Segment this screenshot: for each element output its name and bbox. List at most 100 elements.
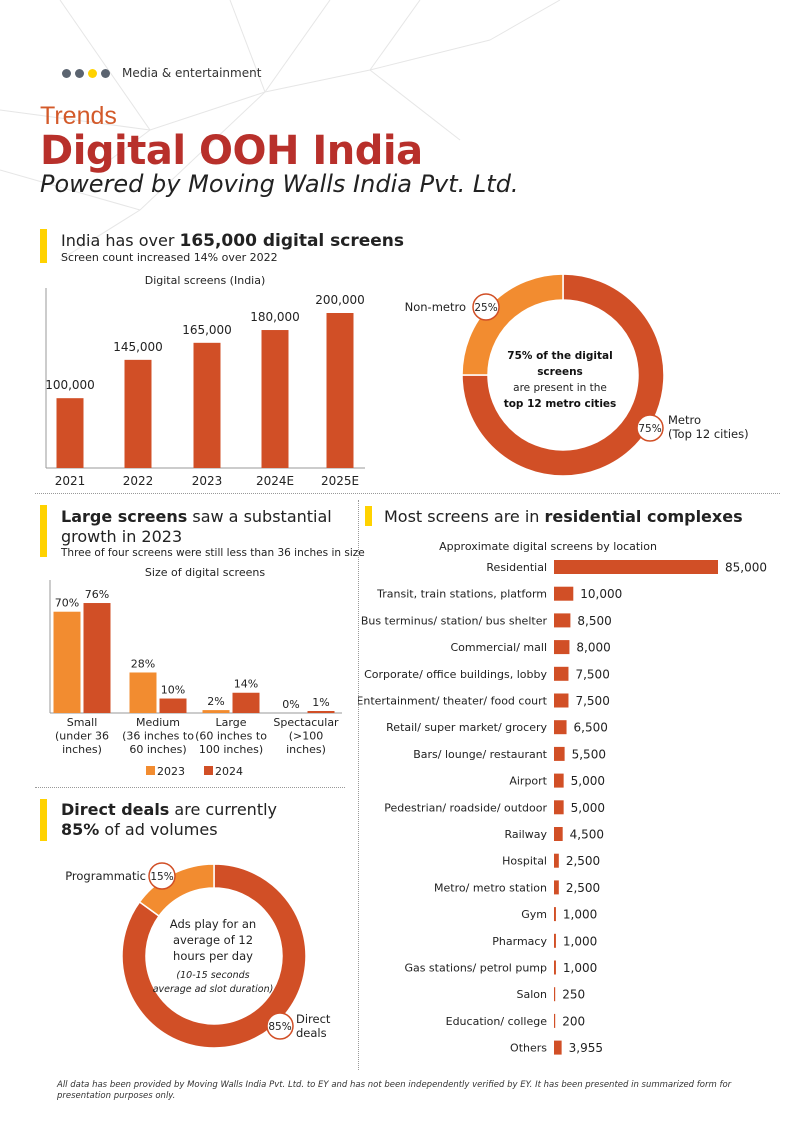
- center-text: top 12 metro cities: [504, 398, 617, 410]
- data-label: 1,000: [563, 961, 597, 975]
- screen-size-bar-chart: Size of digital screens 70% 28% 2% 0% 76% 10% 1…: [49, 566, 342, 778]
- heading-bold: Direct deals: [61, 800, 170, 819]
- center-text: screens: [537, 366, 583, 378]
- heading-bold: Large screens: [61, 507, 188, 526]
- category-label: Bus terminus/ station/ bus shelter: [361, 614, 548, 627]
- category-label: Others: [510, 1042, 547, 1055]
- data-label: 0%: [282, 698, 299, 711]
- digital-screens-bar-chart: Digital screens (India) 100,000 2021 145,00…: [45, 274, 365, 488]
- x-tick-label: Spectacular: [273, 716, 339, 729]
- accent-bar: [40, 229, 47, 263]
- data-label: 250: [562, 988, 585, 1002]
- x-tick-label: 60 inches): [129, 743, 186, 756]
- legend-label: 2024: [215, 765, 243, 778]
- bar: [554, 1013, 556, 1028]
- percent-label: 75%: [638, 423, 661, 435]
- data-label: 145,000: [113, 340, 163, 354]
- category-label: Entertainment/ theater/ food court: [358, 695, 548, 708]
- data-label: 1%: [312, 696, 329, 709]
- page-subtitle: Powered by Moving Walls India Pvt. Ltd.: [40, 170, 519, 198]
- bar-2024: [159, 698, 187, 713]
- data-label: 3,955: [569, 1041, 603, 1055]
- bar: [554, 666, 569, 681]
- x-tick-label: inches): [62, 743, 102, 756]
- heading-bold: 85%: [61, 820, 100, 839]
- data-label: 7,500: [575, 667, 609, 681]
- x-tick-label: 2021: [55, 474, 86, 488]
- section-label: Media & entertainment: [122, 66, 262, 80]
- data-label: 10,000: [580, 587, 622, 601]
- data-label: 14%: [234, 678, 258, 691]
- percent-label: 25%: [474, 302, 497, 314]
- page-title: Digital OOH India: [40, 128, 423, 174]
- bar: [554, 960, 556, 975]
- bar: [56, 398, 84, 468]
- data-label: 6,500: [574, 721, 608, 735]
- chart-title: Digital screens (India): [145, 274, 266, 287]
- center-text: are present in the: [513, 382, 607, 394]
- donut-slice-metro: [461, 273, 665, 477]
- bar: [554, 640, 570, 655]
- category-label: Residential: [486, 561, 547, 574]
- category-label: Education/ college: [446, 1015, 548, 1028]
- donut-slice-direct: [121, 863, 307, 1049]
- heading-sub: Screen count increased 14% over 2022: [61, 251, 278, 264]
- data-label: 200,000: [315, 293, 365, 307]
- network-background: [0, 0, 561, 260]
- divider: [358, 500, 359, 1070]
- category-label: Metro/ metro station: [434, 881, 547, 894]
- bar: [554, 987, 556, 1002]
- bar: [554, 853, 559, 868]
- data-label: 1,000: [563, 934, 597, 948]
- bar: [261, 330, 289, 468]
- bar: [554, 773, 564, 788]
- legend-label-direct-sub: deals: [296, 1026, 327, 1040]
- section-kicker: Media & entertainment: [62, 66, 261, 80]
- legend-label-metro: Metro: [668, 413, 701, 427]
- bar: [554, 880, 559, 895]
- heading-text: saw a substantial growth in 2023: [61, 507, 332, 546]
- category-label: Transit, train stations, platform: [376, 588, 547, 601]
- data-label: 2,500: [566, 881, 600, 895]
- data-label: 7,500: [575, 694, 609, 708]
- bar: [554, 613, 571, 628]
- data-label: 8,000: [576, 641, 610, 655]
- bar-2024: [232, 692, 260, 713]
- data-label: 200: [562, 1014, 585, 1028]
- heading-text: are currently: [169, 800, 278, 819]
- data-label: 70%: [55, 597, 79, 610]
- x-tick-label: inches): [286, 743, 326, 756]
- bar: [124, 359, 152, 468]
- chart-title: Size of digital screens: [145, 566, 265, 579]
- bar-2023: [53, 611, 81, 713]
- x-tick-label: (60 inches to: [195, 730, 267, 743]
- data-label: 180,000: [250, 310, 300, 324]
- heading-text: of ad volumes: [99, 820, 218, 839]
- category-label: Bars/ lounge/ restaurant: [413, 748, 547, 761]
- percent-label: 15%: [150, 871, 173, 883]
- accent-bar: [365, 506, 372, 526]
- chart-title: Approximate digital screens by location: [439, 540, 657, 553]
- donut-slice-non-metro: [461, 273, 564, 376]
- dot-icon: [75, 68, 84, 78]
- heading-text: Most screens are in: [384, 507, 545, 526]
- x-tick-label: 2023: [192, 474, 223, 488]
- data-label: 2%: [207, 695, 224, 708]
- data-label: 10%: [161, 684, 185, 697]
- category-label: Corporate/ office buildings, lobby: [364, 668, 547, 681]
- location-heading: Most screens are in residential complexe…: [384, 507, 743, 527]
- center-text: Ads play for an: [170, 917, 256, 931]
- legend-label-non-metro: Non-metro: [405, 300, 466, 314]
- heading-sub: Three of four screens were still less th…: [61, 547, 365, 559]
- x-tick-label: Medium: [136, 716, 180, 729]
- x-tick-label: (>100: [289, 730, 324, 743]
- bar: [554, 693, 569, 708]
- center-text: hours per day: [173, 949, 253, 963]
- screens-heading: India has over 165,000 digital screens S…: [61, 231, 404, 264]
- x-tick-label: 2025E: [321, 474, 359, 488]
- bar: [554, 586, 574, 601]
- bar: [554, 1040, 562, 1055]
- heading-bold: residential complexes: [544, 507, 743, 526]
- data-label: 76%: [85, 588, 109, 601]
